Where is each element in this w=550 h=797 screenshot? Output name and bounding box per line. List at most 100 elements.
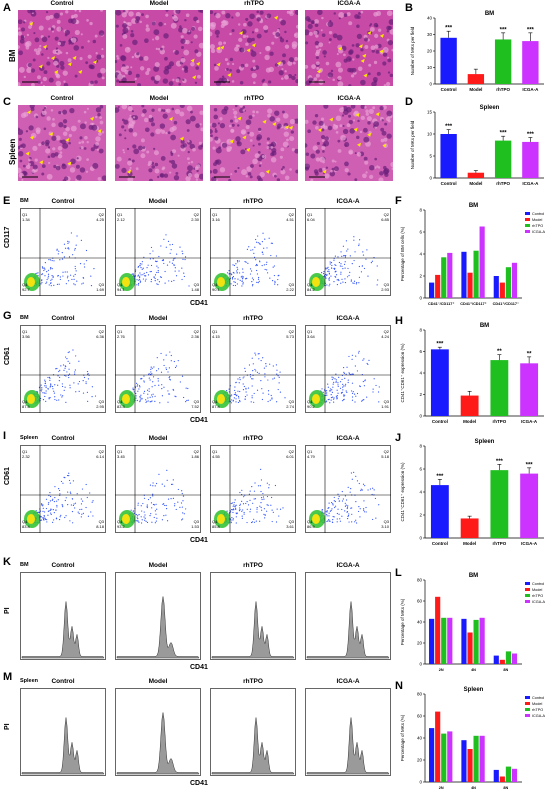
significance-label: *** [527, 27, 535, 33]
dna-histogram [305, 688, 391, 776]
y-tick-label: 0 [419, 414, 422, 419]
panel-letter-c: C [3, 96, 11, 108]
y-axis-label: CD41⁺CD61⁺ expression (%) [400, 462, 405, 522]
bar [494, 140, 512, 178]
y-tick-label: 20 [427, 49, 433, 54]
quadrant-label: Q4 [117, 519, 123, 524]
bar [429, 282, 435, 298]
y-tick-label: 80 [417, 578, 423, 583]
bar [499, 282, 505, 298]
x-tick-label: 8N [503, 668, 508, 672]
quadrant-label: Q2 [194, 212, 200, 217]
y-tick-label: 8 [419, 208, 422, 213]
bar [522, 41, 539, 84]
bar [499, 776, 505, 782]
y-tick-label: 0 [419, 780, 422, 785]
chart-h: BM CD41⁺CD61⁺ expression (%) 0 2 4 6 8 *** Contr… [400, 323, 544, 424]
quadrant-label: 2.93 [381, 287, 390, 292]
quadrant-label: 87.4 [212, 404, 221, 409]
chart-title: Spleen [475, 439, 495, 445]
histology-image [18, 10, 106, 86]
x-axis-label: CD41 [190, 417, 208, 424]
quadrant-label: Q4 [117, 282, 123, 287]
quadrant-label: Q1 [307, 212, 313, 217]
quadrant-label: Q3 [289, 519, 295, 524]
legend-label: Control [532, 696, 544, 700]
quadrant-label: Q3 [194, 519, 200, 524]
significance-label: *** [500, 131, 508, 137]
quadrant-label: Q3 [99, 282, 105, 287]
quadrant-label: Q4 [117, 399, 123, 404]
x-tick-label: Control [432, 419, 448, 424]
column-title: Control [51, 435, 75, 442]
bar [440, 37, 457, 84]
quadrant-label: 2.95 [96, 404, 105, 409]
x-tick-label: CD41⁺/CD117⁻ [493, 302, 519, 306]
tissue-label: BM [20, 198, 29, 204]
dna-histogram [210, 572, 296, 660]
y-axis-label: PI [4, 607, 11, 614]
x-tick-label: 4N [471, 668, 476, 672]
bar [441, 733, 447, 782]
dna-histogram [20, 688, 106, 776]
x-axis-label: CD41 [190, 300, 208, 307]
chart-l: BM Percentage of MKs (%) 0 20 40 60 80 2N 4N 8N Co… [400, 573, 546, 672]
column-title: Model [149, 0, 169, 7]
dna-histogram [305, 572, 391, 660]
y-tick-label: 15 [427, 110, 433, 115]
bar [447, 252, 453, 298]
x-tick-label: rhTPO [496, 87, 510, 92]
bar [435, 274, 441, 298]
y-tick-label: 2 [419, 392, 422, 397]
bar [467, 632, 473, 664]
panel-letter-d: D [405, 96, 413, 108]
quadrant-label: 4.15 [212, 334, 221, 339]
y-tick-label: 2 [419, 274, 422, 279]
legend-swatch [525, 230, 530, 233]
quadrant-label: 8.18 [96, 524, 105, 529]
bar [493, 769, 499, 782]
quadrant-label: 87.5 [22, 404, 31, 409]
quadrant-label: Q1 [22, 329, 28, 334]
column-title: rhTPO [244, 95, 264, 102]
y-tick-label: 20 [417, 641, 423, 646]
panel-letter-k: K [3, 556, 11, 568]
bar [467, 172, 485, 178]
column-title: Model [148, 435, 168, 442]
x-tick-label: rhTPO [492, 541, 506, 546]
column-title: Model [148, 678, 168, 685]
quadrant-label: 2.22 [286, 287, 295, 292]
x-tick-label: rhTPO [496, 181, 510, 186]
x-tick-label: Control [441, 181, 457, 186]
column-title: Control [50, 95, 74, 102]
bar [441, 257, 447, 298]
y-axis-label: PI [4, 723, 11, 730]
y-axis-label: CD61 [4, 347, 11, 365]
quadrant-label: 5.18 [381, 454, 390, 459]
column-title: rhTPO [243, 198, 263, 205]
bar [447, 731, 453, 782]
x-tick-label: CD41⁻/CD117⁺ [428, 302, 454, 306]
quadrant-label: 1.69 [96, 287, 105, 292]
bar [511, 262, 518, 298]
quadrant-label: Q1 [22, 449, 28, 454]
y-tick-label: 0 [419, 662, 422, 667]
chart-title: BM [469, 573, 478, 579]
chart-title: BM [469, 203, 478, 209]
bar [429, 618, 435, 664]
x-axis-label: CD41 [190, 537, 208, 544]
column-title: ICGA-A [336, 562, 360, 569]
quadrant-label: Q4 [22, 519, 28, 524]
bar [473, 619, 479, 664]
y-axis-label: Number of MKs per field [410, 26, 415, 75]
quadrant-label: Q2 [194, 449, 200, 454]
bar [440, 134, 457, 178]
y-tick-label: 2 [419, 513, 422, 518]
bar [473, 735, 479, 782]
legend-swatch [525, 588, 530, 591]
